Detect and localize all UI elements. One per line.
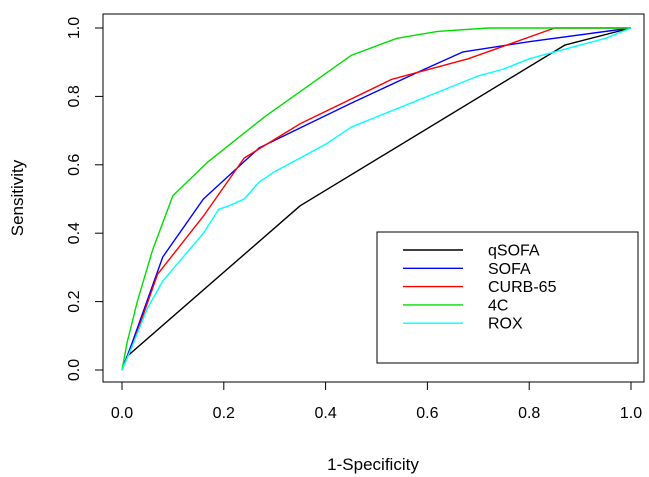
x-axis: 0.0 0.2 0.4 0.6 0.8 1.0 [111, 381, 642, 422]
x-tick-label: 0.2 [213, 405, 235, 422]
series-line-curb-65 [121, 27, 631, 371]
legend-label: CURB-65 [488, 279, 557, 296]
x-tick-label: 0.0 [111, 405, 133, 422]
legend-label: ROX [488, 316, 523, 333]
x-tick-label: 0.8 [518, 405, 540, 422]
y-tick-label: 1.0 [66, 17, 83, 39]
legend-label: SOFA [488, 261, 531, 278]
y-tick-label: 0.6 [66, 154, 83, 176]
legend-label: qSOFA [488, 243, 540, 260]
x-tick-label: 0.4 [314, 405, 336, 422]
series-line-4c [121, 27, 631, 371]
series-line-sofa [121, 27, 632, 371]
y-tick-label: 0.4 [66, 222, 83, 244]
series-line-rox [121, 27, 632, 371]
y-axis-title: Sensitivity [8, 159, 27, 236]
y-axis: 0.0 0.2 0.4 0.6 0.8 1.0 [66, 17, 104, 381]
y-tick-label: 0.0 [66, 359, 83, 381]
series-layer [121, 27, 632, 371]
y-tick-label: 0.8 [66, 85, 83, 107]
x-tick-label: 1.0 [620, 405, 642, 422]
x-axis-title: 1-Specificity [327, 455, 419, 474]
x-tick-label: 0.6 [416, 405, 438, 422]
legend-label: 4C [488, 297, 508, 314]
legend-box [376, 231, 639, 364]
y-tick-label: 0.2 [66, 290, 83, 312]
